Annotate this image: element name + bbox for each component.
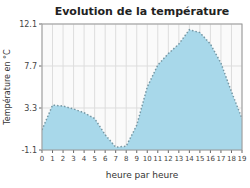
line — [42, 30, 242, 147]
tick-label: -1.1 — [21, 146, 37, 155]
tick-label: 16 — [206, 155, 215, 163]
data-layer — [42, 30, 242, 150]
tick-label: 15 — [195, 155, 204, 163]
tick-label: 9 — [135, 155, 139, 163]
tick-label: 13 — [174, 155, 183, 163]
tick-label: 1 — [50, 155, 54, 163]
grid-line — [115, 24, 116, 150]
grid-line — [105, 24, 106, 150]
x-axis-label: heure par heure — [106, 170, 179, 180]
chart: -1.13.37.712.101234567891011121314151617… — [0, 0, 250, 188]
tick-label: 7.7 — [24, 62, 37, 71]
tick-label: 7 — [113, 155, 117, 163]
area — [42, 30, 242, 150]
tick-label: 12 — [164, 155, 173, 163]
title: Evolution de la température — [55, 5, 230, 18]
tick-label: 3 — [71, 155, 75, 163]
tick-label: 0 — [40, 155, 44, 163]
tick-label: 10 — [143, 155, 152, 163]
tick-label: 4 — [82, 155, 87, 163]
tick-label: 17 — [216, 155, 225, 163]
tick-label: 14 — [185, 155, 194, 163]
tick-label: 6 — [103, 155, 108, 163]
grid-line — [126, 24, 127, 150]
y-axis-label: Température en °C — [2, 49, 12, 126]
tick-label: 18 — [227, 155, 236, 163]
tick-label: 2 — [61, 155, 65, 163]
tick-label: 8 — [124, 155, 128, 163]
plot-frame — [42, 24, 242, 150]
tick-label: 3.3 — [24, 104, 37, 113]
plot-area — [42, 24, 242, 150]
tick-label: 11 — [153, 155, 162, 163]
tick-label: 19 — [238, 155, 247, 163]
tick-label: 12.1 — [19, 20, 37, 29]
tick-label: 5 — [92, 155, 96, 163]
